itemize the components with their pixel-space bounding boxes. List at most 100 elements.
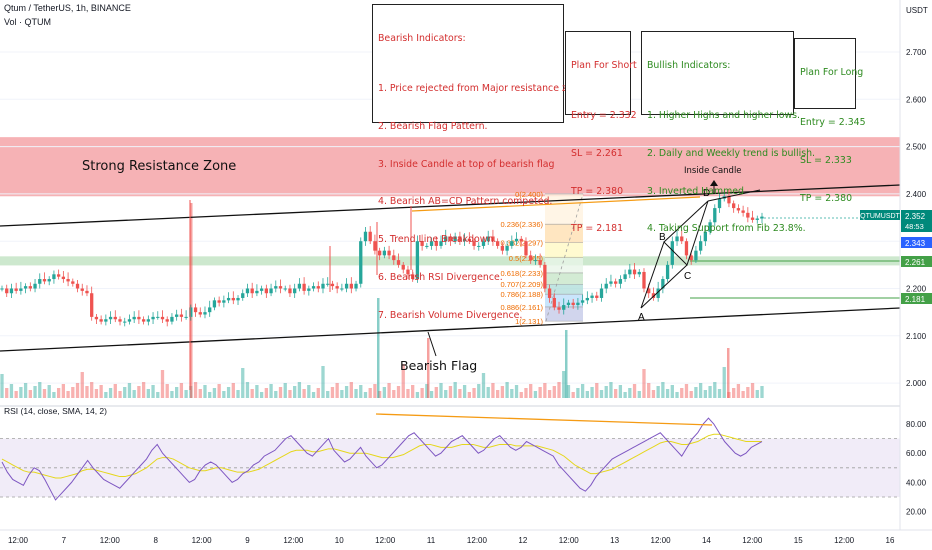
time-tick-label: 12:00 [559, 536, 580, 545]
candle-body [132, 316, 136, 320]
volume-bar [538, 387, 542, 398]
volume-bar [505, 382, 509, 398]
volume-bar [61, 384, 66, 398]
candle-body [637, 271, 641, 275]
volume-bar [222, 391, 226, 398]
currency-label: USDT [906, 6, 928, 15]
time-tick-label: 12 [518, 536, 527, 545]
candle-body [599, 288, 604, 298]
volume-bar [651, 390, 656, 398]
volume-bar [377, 391, 382, 398]
volume-bar [302, 389, 306, 398]
time-tick-label: 12:00 [100, 536, 121, 545]
candle-body [349, 283, 353, 289]
volume-bar [670, 385, 674, 398]
volume-bar [283, 383, 287, 398]
fib-label: 0.786(2.188) [500, 290, 543, 299]
abcd-bd [663, 200, 709, 243]
volume-bar [363, 392, 368, 398]
volume-bar [647, 383, 651, 398]
last-price-value: 2.352 [905, 212, 926, 221]
volume-bar [179, 383, 184, 398]
time-tick-label: 12:00 [467, 536, 488, 545]
volume-bar [113, 384, 117, 398]
candle-body [533, 260, 538, 262]
volume-bar [344, 386, 349, 398]
bearish-line: 1. Price rejected from Major resistance … [378, 82, 588, 94]
fib-label: 0.5(2.265) [509, 254, 544, 263]
volume-bar [297, 382, 302, 398]
fib-label: 0.707(2.209) [500, 280, 543, 289]
volume-bar [576, 388, 580, 398]
support-band [0, 256, 900, 266]
volume-bar [632, 384, 637, 398]
candle-body [137, 316, 141, 320]
candle-body [231, 297, 235, 301]
candle-body [647, 288, 651, 294]
candle-body [179, 314, 184, 317]
volume-bar [552, 386, 556, 398]
fib-zone [545, 284, 583, 295]
candle-body [387, 250, 391, 256]
volume-bar [713, 382, 717, 398]
volume-bar [698, 383, 703, 398]
volume-bar [354, 389, 358, 398]
candle-body [293, 288, 297, 294]
fib-label: 0.382(2.297) [500, 239, 543, 248]
candle-body [750, 217, 755, 220]
candle-body [566, 302, 571, 306]
candle-body [330, 283, 335, 287]
candle-body [741, 210, 745, 213]
candle-body [368, 231, 372, 242]
time-tick-label: 12:00 [192, 536, 213, 545]
volume-bar [439, 383, 443, 398]
symbol-title[interactable]: Qtum / TetherUS, 1h, BINANCE [4, 3, 131, 13]
candle-body [354, 283, 358, 289]
abcd-ext [707, 189, 761, 202]
volume-bar [595, 383, 599, 398]
candle-body [359, 241, 363, 284]
volume-bar [524, 388, 528, 398]
volume-bar [368, 388, 372, 398]
candle-body [411, 274, 415, 280]
candle-body [642, 271, 646, 289]
volume-bar [259, 392, 264, 398]
candle-body [326, 283, 330, 285]
symbol-tag [860, 210, 900, 220]
volume-bar [42, 389, 47, 398]
candle-body [576, 302, 580, 306]
candle-body [420, 241, 424, 246]
volume-bar [590, 387, 594, 398]
volume-bar [477, 384, 481, 398]
long-plan-title: Plan For Long [800, 67, 864, 79]
volume-spike [565, 330, 568, 398]
volume-bars [0, 203, 764, 398]
short-plan-line: SL = 2.261 [571, 147, 623, 159]
volume-bar [429, 391, 434, 398]
volume-bar [387, 383, 391, 398]
trend-lines [0, 184, 901, 357]
volume-spike [427, 338, 430, 398]
candle-body [28, 286, 32, 289]
candle-body [19, 288, 23, 291]
volume-legend[interactable]: Vol · QTUM [4, 17, 52, 27]
volume-bar [160, 370, 165, 398]
volume-bar [656, 386, 660, 398]
candle-body [500, 245, 505, 251]
last-price-tag [901, 210, 932, 232]
time-tick-label: 11 [427, 536, 436, 545]
candle-body [226, 297, 231, 301]
volume-bar [0, 374, 4, 398]
short-plan-line: TP = 2.181 [571, 223, 624, 235]
candle-body [14, 288, 18, 291]
bullish-line: 1. Higher Highs and higher lows. [647, 109, 801, 121]
candle-body [665, 264, 670, 280]
candle-body [156, 316, 160, 318]
candle-body [104, 319, 108, 322]
volume-bar [514, 385, 519, 398]
abcd-path [640, 200, 709, 309]
volume-bar [212, 388, 217, 398]
volume-bar [203, 385, 207, 398]
volume-bar [420, 388, 424, 398]
volume-bar [732, 388, 736, 398]
